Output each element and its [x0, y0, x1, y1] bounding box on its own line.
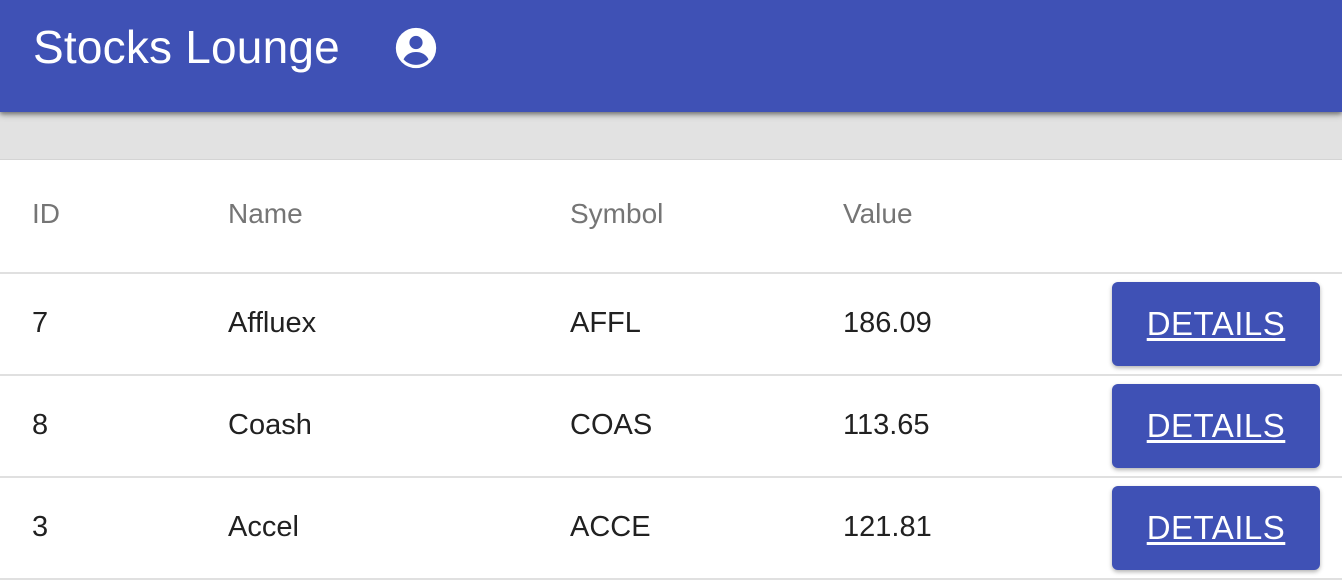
account-circle-icon[interactable] [394, 26, 438, 70]
details-button[interactable]: DETAILS [1112, 486, 1320, 570]
cell-name: Coash [228, 409, 312, 441]
details-button[interactable]: DETAILS [1112, 282, 1320, 366]
cell-id: 7 [32, 307, 49, 339]
toolbar-strip [0, 112, 1342, 160]
table-row: 7 Affluex AFFL 186.09 DETAILS [0, 274, 1342, 376]
cell-symbol: AFFL [570, 307, 641, 339]
cell-value: 186.09 [843, 307, 932, 339]
cell-symbol: COAS [570, 409, 653, 441]
column-header-symbol: Symbol [570, 198, 664, 229]
table-row: 8 Coash COAS 113.65 DETAILS [0, 376, 1342, 478]
table-header-row: ID Name Symbol Value [0, 160, 1342, 274]
cell-symbol: ACCE [570, 511, 651, 543]
table-row: 3 Accel ACCE 121.81 DETAILS [0, 478, 1342, 580]
column-header-id: ID [32, 198, 60, 229]
column-header-name: Name [228, 198, 303, 229]
cell-value: 121.81 [843, 511, 932, 543]
cell-value: 113.65 [843, 409, 930, 441]
cell-id: 3 [32, 511, 49, 543]
cell-name: Accel [228, 511, 299, 543]
app-title: Stocks Lounge [33, 21, 340, 73]
cell-id: 8 [32, 409, 49, 441]
stocks-table: ID Name Symbol Value 7 Affluex AFFL 186.… [0, 160, 1342, 580]
column-header-value: Value [843, 198, 913, 229]
app-bar: Stocks Lounge [0, 0, 1342, 112]
details-button[interactable]: DETAILS [1112, 384, 1320, 468]
cell-name: Affluex [228, 307, 317, 339]
